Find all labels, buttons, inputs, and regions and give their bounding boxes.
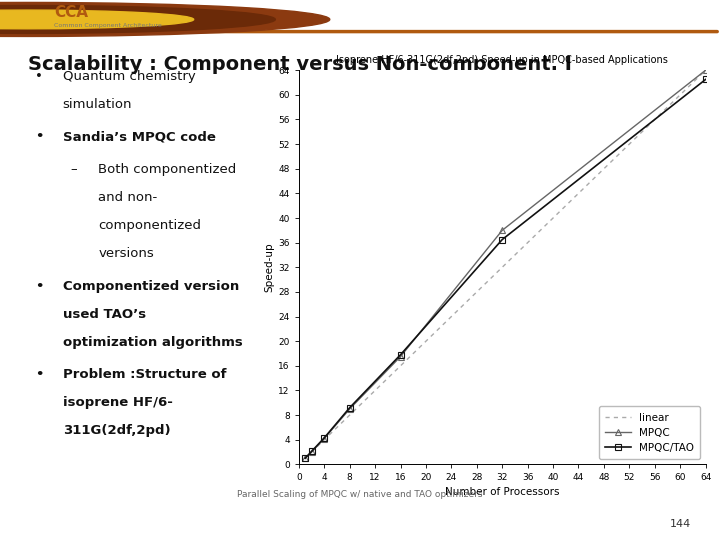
Text: Problem :Structure of: Problem :Structure of	[63, 368, 226, 381]
linear	[301, 455, 310, 462]
Line: MPQC/TAO: MPQC/TAO	[302, 77, 708, 461]
Text: and non-: and non-	[98, 191, 158, 204]
Line: linear: linear	[305, 70, 706, 458]
linear	[320, 436, 328, 443]
MPQC	[320, 435, 328, 442]
Text: –: –	[71, 163, 78, 176]
MPQC	[301, 455, 310, 462]
Text: Parallel Scaling of MPQC w/ native and TAO optimizers: Parallel Scaling of MPQC w/ native and T…	[238, 490, 482, 499]
Legend: linear, MPQC, MPQC/TAO: linear, MPQC, MPQC/TAO	[598, 406, 701, 459]
MPQC/TAO	[701, 76, 710, 83]
Text: used TAO’s: used TAO’s	[63, 308, 145, 321]
Circle shape	[0, 5, 275, 33]
Text: simulation: simulation	[63, 98, 132, 111]
Text: Componentized version: Componentized version	[63, 280, 239, 293]
linear	[701, 67, 710, 73]
MPQC/TAO	[396, 352, 405, 358]
MPQC/TAO	[307, 448, 316, 455]
MPQC	[346, 406, 354, 412]
MPQC	[498, 227, 507, 234]
MPQC/TAO	[498, 237, 507, 243]
Circle shape	[0, 3, 330, 37]
linear	[346, 412, 354, 418]
X-axis label: Number of Processors: Number of Processors	[445, 487, 559, 497]
Text: •: •	[35, 280, 44, 293]
Text: Quantum chemistry: Quantum chemistry	[63, 70, 195, 83]
Text: versions: versions	[98, 247, 154, 260]
Text: isoprene HF/6-: isoprene HF/6-	[63, 396, 173, 409]
Text: •: •	[35, 130, 44, 144]
MPQC	[307, 449, 316, 455]
Text: componentized: componentized	[98, 219, 201, 232]
linear	[307, 449, 316, 455]
Text: Sandia’s MPQC code: Sandia’s MPQC code	[63, 130, 215, 144]
Line: MPQC: MPQC	[302, 68, 708, 461]
Title: Isoprene HF/6-311G(2df,2pd) Speed-up in MPQC-based Applications: Isoprene HF/6-311G(2df,2pd) Speed-up in …	[336, 55, 668, 65]
MPQC	[396, 353, 405, 360]
linear	[396, 363, 405, 369]
MPQC/TAO	[320, 435, 328, 441]
Text: •: •	[35, 368, 44, 381]
Circle shape	[0, 10, 194, 29]
MPQC/TAO	[301, 455, 310, 462]
MPQC	[701, 67, 710, 73]
Text: 144: 144	[670, 519, 691, 529]
Text: CCA: CCA	[54, 5, 88, 20]
Text: optimization algorithms: optimization algorithms	[63, 335, 243, 349]
linear	[498, 264, 507, 271]
MPQC/TAO	[346, 404, 354, 411]
Text: 311G(2df,2pd): 311G(2df,2pd)	[63, 424, 170, 437]
Text: Common Component Architecture: Common Component Architecture	[54, 23, 162, 28]
Text: Both componentized: Both componentized	[98, 163, 236, 176]
Y-axis label: Speed-up: Speed-up	[264, 242, 274, 292]
Text: Scalability : Component versus Non-component. I: Scalability : Component versus Non-compo…	[28, 55, 572, 75]
Text: •: •	[35, 70, 43, 83]
